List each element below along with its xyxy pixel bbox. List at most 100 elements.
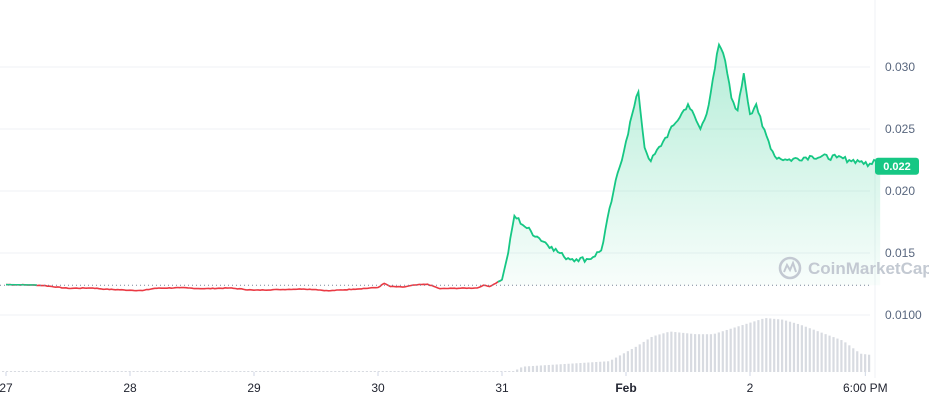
volume-bar [357, 371, 361, 372]
volume-bar [630, 349, 633, 372]
volume-bar [745, 323, 748, 372]
volume-bar [183, 371, 187, 372]
volume-bar [326, 371, 329, 372]
volume-bar [749, 322, 752, 372]
volume-bar [393, 371, 396, 372]
volume-bar [555, 364, 558, 372]
volume-bar [172, 371, 175, 372]
volume-bar [741, 325, 744, 372]
volume-bar [45, 371, 48, 372]
volume-bar [417, 371, 420, 372]
volume-bar [53, 371, 56, 372]
volume-bar [626, 351, 629, 372]
volume-bar [124, 371, 127, 372]
volume-bar [642, 341, 645, 372]
volume-bar [92, 371, 96, 372]
volume-bar [433, 371, 436, 372]
volume-bar [666, 332, 669, 372]
volume-bar [769, 318, 772, 372]
volume-bar [96, 371, 100, 372]
volume-bar [697, 334, 701, 372]
x-tick-label: 29 [247, 381, 261, 395]
volume-bar [429, 371, 432, 372]
volume-bar [836, 338, 839, 372]
volume-bar [243, 371, 246, 372]
volume-bar [112, 371, 115, 372]
volume-bar [662, 333, 665, 372]
volume-bar [179, 371, 183, 372]
volume-bar [508, 371, 511, 372]
volume-bar [848, 345, 851, 372]
volume-bar [571, 363, 574, 372]
volume-bar [567, 363, 570, 372]
volume-bar [262, 371, 266, 372]
current-price-marker[interactable]: 0.022 [875, 157, 919, 175]
volume-bar [278, 371, 282, 372]
volume-bar [330, 371, 333, 372]
volume-bar [713, 333, 716, 372]
x-tick-label: 28 [123, 381, 137, 395]
volume-bar [512, 371, 515, 372]
volume-bar [373, 371, 376, 372]
volume-bar [599, 361, 602, 372]
volume-bar [231, 371, 234, 372]
volume-bar [219, 371, 222, 372]
volume-bar [270, 371, 274, 372]
volume-bar [294, 371, 297, 372]
volume-bar [152, 371, 155, 372]
volume-bar [824, 334, 827, 372]
coinmarketcap-logo-icon [778, 256, 802, 280]
volume-bar [646, 339, 649, 372]
volume-bar [844, 342, 847, 372]
volume-bar [120, 371, 123, 372]
volume-bar [603, 361, 606, 372]
volume-bar [816, 331, 819, 372]
volume-bar [298, 371, 301, 372]
volume-bar [595, 362, 598, 372]
volume-bar [405, 371, 408, 372]
volume-bar [413, 371, 416, 372]
volume-bar [531, 365, 535, 372]
volume-bar [579, 363, 582, 372]
volume-bar [476, 371, 479, 372]
x-axis-ticks: 27 28 29 30 31 Feb 2 6:00 PM [0, 372, 888, 395]
volume-bar [781, 319, 784, 372]
volume-bar [69, 371, 72, 372]
volume-bar [381, 371, 384, 372]
volume-bar [488, 371, 491, 372]
volume-bar [2, 371, 5, 372]
x-tick-label: 31 [495, 381, 509, 395]
volume-bar [757, 320, 760, 372]
volume-bar [682, 332, 685, 372]
volume-bar [709, 334, 713, 372]
volume-bar [33, 371, 36, 372]
volume-bar [128, 371, 131, 372]
volume-bar [223, 371, 226, 372]
volume-bar [622, 353, 626, 372]
volume-bar [436, 371, 440, 372]
volume-bar [13, 371, 17, 372]
y-tick-label: 0.020 [885, 184, 915, 198]
volume-bar [61, 371, 64, 372]
volume-bar [199, 371, 202, 372]
volume-bar [346, 371, 349, 372]
volume-bar [694, 334, 697, 372]
y-tick-label: 0.025 [885, 122, 915, 136]
volume-bar [690, 333, 693, 372]
price-line-up [497, 42, 881, 283]
volume-bar [164, 371, 167, 372]
volume-bar [496, 371, 499, 372]
volume-bar [753, 321, 756, 372]
volume-bar [81, 371, 84, 372]
volume-bar [88, 371, 92, 372]
y-tick-label: 0.015 [885, 246, 915, 260]
volume-bar [100, 371, 104, 372]
volume-bar [195, 371, 198, 372]
volume-bar [796, 323, 800, 372]
volume-bar [701, 334, 705, 372]
volume-bar [5, 371, 9, 372]
volume-bar [397, 371, 400, 372]
volume-bar [401, 371, 404, 372]
